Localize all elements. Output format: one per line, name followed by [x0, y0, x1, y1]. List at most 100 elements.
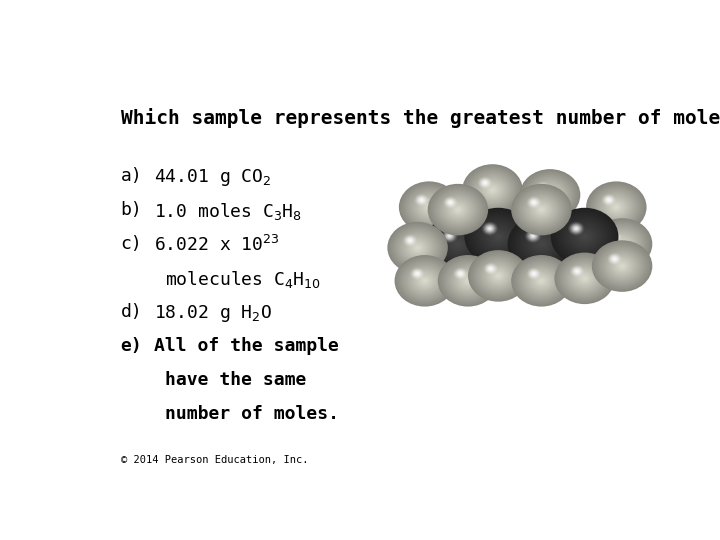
- Circle shape: [528, 269, 554, 292]
- Circle shape: [407, 265, 443, 296]
- Circle shape: [576, 270, 578, 272]
- Circle shape: [570, 265, 585, 278]
- Circle shape: [514, 258, 569, 304]
- Circle shape: [414, 194, 429, 206]
- Circle shape: [477, 176, 508, 204]
- Circle shape: [605, 230, 639, 259]
- Circle shape: [446, 199, 470, 220]
- Circle shape: [613, 258, 616, 260]
- Circle shape: [537, 278, 546, 284]
- Circle shape: [530, 199, 538, 206]
- Circle shape: [449, 235, 451, 237]
- Circle shape: [601, 194, 616, 206]
- Circle shape: [520, 169, 580, 221]
- Circle shape: [512, 185, 571, 234]
- Circle shape: [536, 239, 547, 249]
- Circle shape: [411, 268, 423, 279]
- Circle shape: [399, 259, 451, 303]
- Circle shape: [603, 249, 642, 282]
- Circle shape: [612, 258, 632, 275]
- Circle shape: [513, 220, 570, 268]
- Circle shape: [569, 265, 600, 292]
- Circle shape: [440, 194, 476, 225]
- Circle shape: [592, 218, 652, 270]
- Circle shape: [417, 247, 418, 248]
- Circle shape: [611, 256, 618, 261]
- Circle shape: [435, 190, 481, 230]
- Circle shape: [441, 229, 458, 243]
- Circle shape: [456, 208, 460, 211]
- Circle shape: [474, 174, 510, 205]
- Circle shape: [446, 233, 453, 239]
- Circle shape: [621, 243, 623, 245]
- Circle shape: [592, 186, 641, 228]
- Circle shape: [527, 232, 556, 256]
- Circle shape: [610, 256, 634, 276]
- Circle shape: [413, 193, 445, 221]
- Circle shape: [521, 192, 562, 228]
- Circle shape: [609, 232, 620, 241]
- Circle shape: [444, 198, 472, 221]
- Circle shape: [496, 235, 500, 239]
- Circle shape: [433, 223, 482, 265]
- Text: c): c): [121, 235, 143, 253]
- Circle shape: [415, 272, 435, 289]
- Circle shape: [402, 235, 433, 260]
- Circle shape: [425, 204, 433, 211]
- Circle shape: [393, 227, 442, 268]
- Circle shape: [415, 273, 434, 288]
- Circle shape: [470, 252, 526, 300]
- Circle shape: [428, 206, 430, 208]
- Circle shape: [413, 244, 423, 252]
- Circle shape: [612, 204, 621, 211]
- Circle shape: [412, 269, 423, 278]
- Circle shape: [402, 262, 447, 300]
- Circle shape: [477, 177, 508, 203]
- Circle shape: [578, 231, 591, 242]
- Circle shape: [614, 205, 618, 209]
- Circle shape: [522, 171, 578, 219]
- Circle shape: [607, 253, 622, 265]
- Circle shape: [405, 264, 445, 298]
- Circle shape: [441, 230, 475, 259]
- Circle shape: [410, 241, 425, 254]
- Circle shape: [405, 265, 444, 297]
- Circle shape: [608, 231, 621, 242]
- Circle shape: [609, 233, 635, 255]
- Circle shape: [601, 194, 631, 220]
- Circle shape: [442, 196, 474, 224]
- Circle shape: [444, 197, 456, 208]
- Circle shape: [570, 224, 582, 234]
- Circle shape: [533, 180, 567, 210]
- Circle shape: [444, 232, 472, 255]
- Circle shape: [472, 214, 524, 259]
- Circle shape: [490, 268, 492, 269]
- Circle shape: [539, 208, 544, 211]
- Circle shape: [418, 198, 440, 217]
- Text: Which sample represents the greatest number of moles?: Which sample represents the greatest num…: [121, 109, 720, 129]
- Circle shape: [596, 244, 648, 288]
- Circle shape: [534, 202, 549, 217]
- Circle shape: [539, 278, 544, 284]
- Circle shape: [609, 254, 620, 264]
- Circle shape: [449, 265, 487, 297]
- Text: d): d): [121, 303, 143, 321]
- Circle shape: [474, 255, 523, 296]
- Circle shape: [446, 234, 469, 254]
- Circle shape: [487, 185, 498, 195]
- Circle shape: [406, 237, 414, 244]
- Circle shape: [465, 278, 471, 284]
- Circle shape: [541, 187, 544, 188]
- Circle shape: [453, 205, 463, 214]
- Circle shape: [521, 264, 562, 298]
- Circle shape: [523, 172, 577, 218]
- Circle shape: [477, 258, 519, 294]
- Circle shape: [494, 273, 503, 279]
- Circle shape: [434, 224, 482, 264]
- Circle shape: [484, 224, 495, 234]
- Circle shape: [452, 239, 464, 249]
- Circle shape: [404, 186, 454, 228]
- Circle shape: [538, 185, 562, 205]
- Circle shape: [464, 208, 532, 266]
- Circle shape: [489, 267, 492, 271]
